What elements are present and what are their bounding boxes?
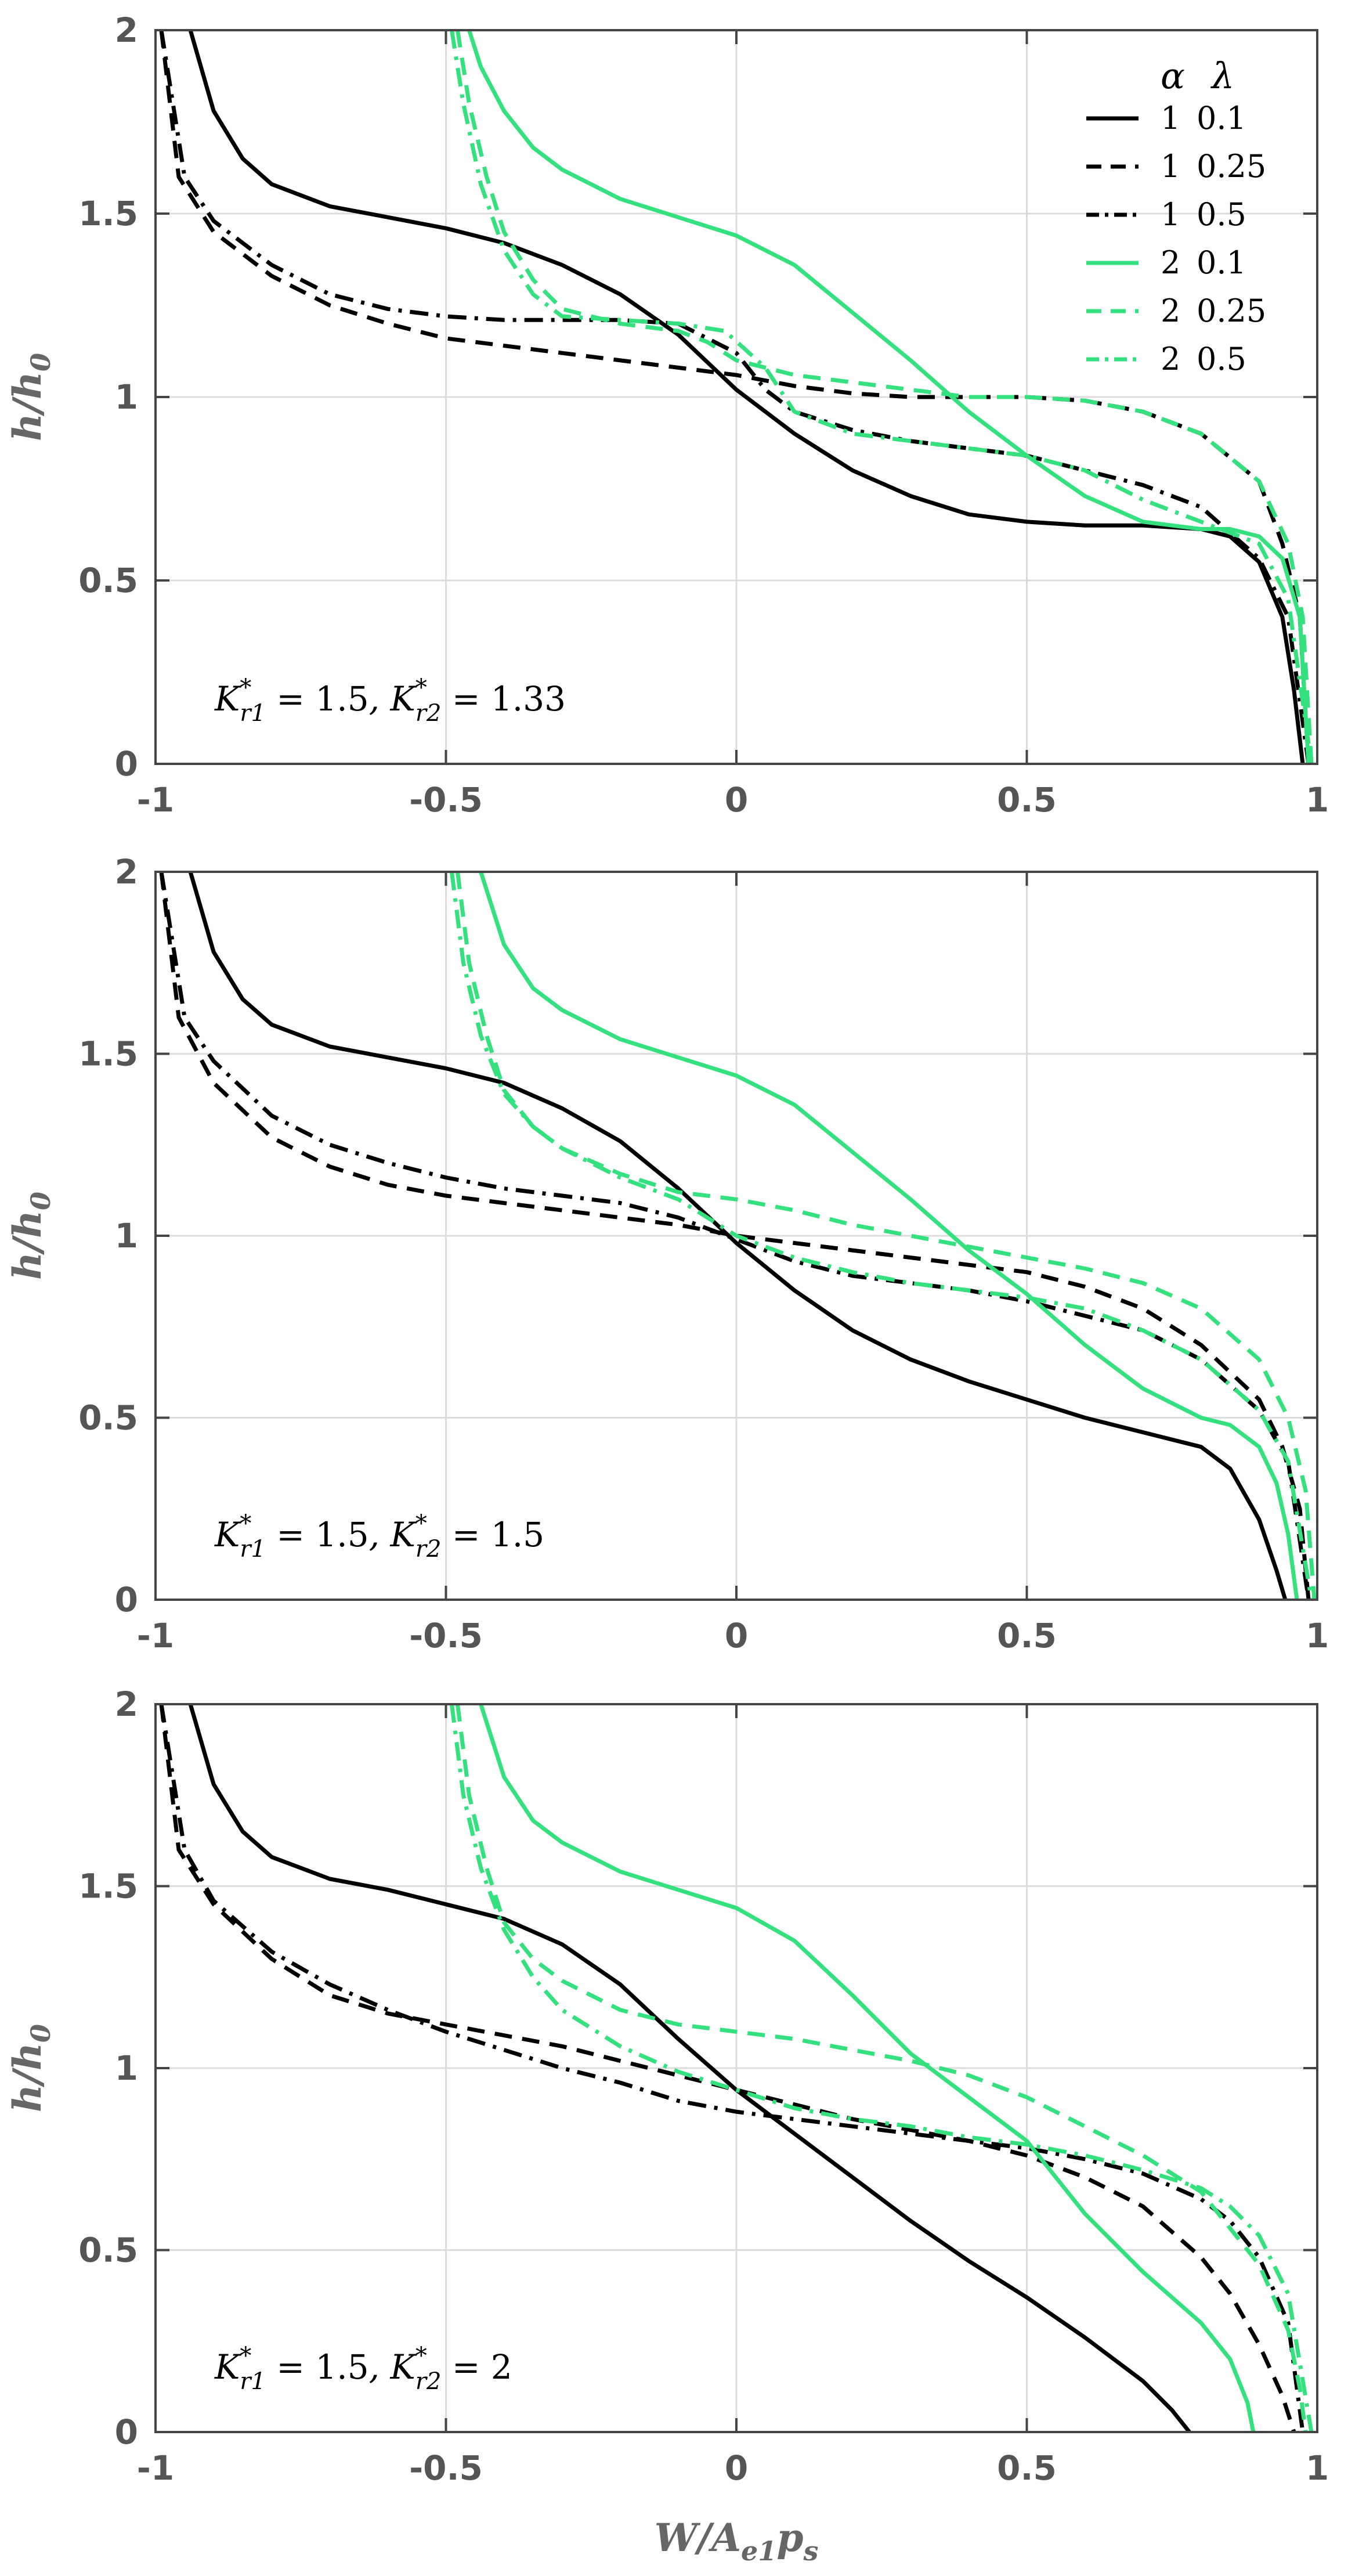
x-tick-label: 1 (1306, 1616, 1329, 1655)
panel-annotation: K* r1 = 1.5, K* r2 = 1.5 (214, 1510, 544, 1563)
series-line-alpha2-lambda0.25 (456, 1704, 1308, 2433)
x-tick-label: 1 (1306, 2448, 1329, 2488)
legend-alpha-value: 1 (1161, 196, 1180, 233)
series-line-alpha1-lambda0.25 (159, 30, 1311, 764)
x-tick-label: 0.5 (997, 2448, 1057, 2488)
y-tick-label: 0 (115, 2412, 138, 2452)
y-tick-label: 2 (115, 1684, 138, 1724)
y-tick-label: 1.5 (78, 194, 138, 233)
legend-alpha-value: 1 (1161, 100, 1180, 136)
y-tick-label: 2 (115, 10, 138, 50)
panel-annotation: K* r1 = 1.5, K* r2 = 1.33 (214, 674, 566, 727)
legend-lambda-value: 0.1 (1197, 244, 1246, 281)
series-line-alpha1-lambda0.5 (159, 1704, 1305, 2433)
y-tick-label: 1 (115, 1216, 138, 1255)
y-tick-label: 1 (115, 377, 138, 417)
series-line-alpha2-lambda0.5 (450, 1704, 1314, 2433)
x-tick-label: 0.5 (997, 780, 1057, 820)
series-line-alpha1-lambda0.25 (159, 871, 1311, 1600)
y-axis-title: h/h0 (5, 2024, 56, 2112)
chart-panel-2: -1 -0.5 0 0.5 1 0 0.5 1 1.5 2 h/h0 K* r1 = 1.5, K* r2… (5, 852, 1329, 1655)
series-line-alpha2-lambda0.1 (479, 871, 1299, 1600)
y-tick-label: 1 (115, 2048, 138, 2088)
y-axis-title: h/h0 (5, 1192, 56, 1280)
x-axis-title: W/Ae1ps (655, 2515, 819, 2567)
legend-lambda-value: 0.25 (1197, 293, 1266, 329)
y-tick-label: 0.5 (78, 2231, 138, 2270)
series-line-alpha2-lambda0.1 (479, 1703, 1256, 2433)
legend-alpha-value: 2 (1161, 341, 1180, 377)
series-line-alpha1-lambda0.1 (188, 30, 1305, 764)
x-tick-label: 0.5 (997, 1616, 1057, 1655)
x-tick-label: 1 (1306, 780, 1329, 820)
legend-alpha-value: 2 (1161, 244, 1180, 281)
panel-annotation: K* r1 = 1.5, K* r2 = 2 (214, 2343, 512, 2395)
series-line-alpha1-lambda0.5 (159, 30, 1311, 764)
series-line-alpha2-lambda0.5 (450, 30, 1314, 764)
legend-lambda-value: 0.5 (1197, 196, 1246, 233)
series-line-alpha2-lambda0.5 (450, 871, 1314, 1600)
y-tick-label: 0 (115, 1580, 138, 1619)
x-tick-label: 0 (725, 1616, 748, 1655)
x-tick-label: -0.5 (409, 780, 483, 820)
x-tick-label: -0.5 (409, 2448, 483, 2488)
x-tick-label: 0 (725, 780, 748, 820)
legend-header-lambda: λ (1210, 55, 1234, 97)
series-line-alpha1-lambda0.1 (188, 1704, 1191, 2434)
legend: α λ1 0.11 0.251 0.52 0.12 0.252 0.5 (1086, 55, 1266, 377)
x-tick-label: 0 (725, 2448, 748, 2488)
x-tick-label: -1 (137, 780, 174, 820)
series-line-alpha2-lambda0.25 (456, 30, 1314, 764)
y-tick-label: 0 (115, 744, 138, 784)
chart-panel-3: -1 -0.5 0 0.5 1 0 0.5 1 1.5 2 h/h0 K* r1 = 1.5, K* r2… (5, 1684, 1329, 2567)
y-tick-label: 0.5 (78, 561, 138, 600)
y-tick-label: 2 (115, 852, 138, 892)
legend-lambda-value: 0.1 (1197, 100, 1246, 136)
series-line-alpha2-lambda0.1 (467, 29, 1311, 764)
series-line-alpha1-lambda0.25 (159, 1704, 1296, 2433)
legend-header-alpha: α (1161, 55, 1185, 97)
series-line-alpha1-lambda0.1 (188, 871, 1288, 1601)
y-tick-label: 0.5 (78, 1398, 138, 1438)
legend-lambda-value: 0.5 (1197, 341, 1246, 377)
y-tick-label: 1.5 (78, 1867, 138, 1906)
legend-alpha-value: 1 (1161, 148, 1180, 185)
legend-alpha-value: 2 (1161, 293, 1180, 329)
series-line-alpha1-lambda0.5 (159, 871, 1311, 1600)
y-axis-title: h/h0 (5, 353, 56, 441)
chart-panel-1: -1 -0.5 0 0.5 1 0 0.5 1 1.5 2 h/h0 K* r1 = 1.5, K* r2… (5, 10, 1329, 820)
x-tick-label: -0.5 (409, 1616, 483, 1655)
x-tick-label: -1 (137, 2448, 174, 2488)
x-tick-label: -1 (137, 1616, 174, 1655)
y-tick-label: 1.5 (78, 1034, 138, 1074)
legend-lambda-value: 0.25 (1197, 148, 1266, 185)
